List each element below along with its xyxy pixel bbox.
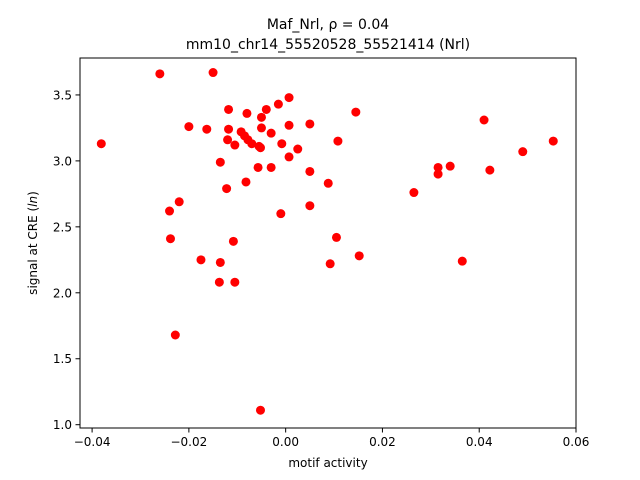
data-point-34 bbox=[333, 136, 343, 146]
data-point-21 bbox=[266, 128, 276, 138]
y-tick-label-1: 1.5 bbox=[53, 352, 72, 366]
data-point-58 bbox=[518, 147, 528, 157]
data-point-19 bbox=[256, 123, 266, 133]
data-point-13 bbox=[242, 108, 252, 118]
chart-title-line-1: Maf_Nrl, ρ = 0.04 bbox=[267, 17, 389, 33]
plot-area bbox=[79, 57, 577, 429]
y-axis-label-italic: ln bbox=[26, 196, 40, 207]
data-point-18 bbox=[256, 112, 266, 122]
y-axis-label-main: signal at CRE ( bbox=[26, 207, 40, 295]
data-point-26 bbox=[293, 144, 303, 154]
data-point-39 bbox=[174, 197, 184, 207]
data-point-56 bbox=[479, 115, 489, 125]
x-tick-label-4: 0.04 bbox=[466, 435, 493, 449]
data-point-49 bbox=[170, 330, 180, 340]
data-point-32 bbox=[305, 166, 315, 176]
x-axis-label: motif activity bbox=[288, 456, 367, 470]
data-point-59 bbox=[548, 136, 558, 146]
data-point-27 bbox=[284, 152, 294, 162]
data-point-44 bbox=[215, 257, 225, 267]
y-tick-label-3: 2.5 bbox=[53, 220, 72, 234]
data-point-42 bbox=[331, 232, 341, 242]
y-axis-label: signal at CRE (ln) bbox=[26, 191, 40, 295]
data-point-43 bbox=[196, 255, 206, 265]
data-point-23 bbox=[284, 93, 294, 103]
x-axis-ticks: −0.04 −0.02 0.00 0.02 0.04 0.06 bbox=[74, 428, 590, 449]
chart-title-line-2: mm10_chr14_55520528_55521414 (Nrl) bbox=[186, 37, 470, 53]
x-tick-label-3: 0.02 bbox=[369, 435, 396, 449]
data-point-20 bbox=[261, 104, 271, 114]
data-point-8 bbox=[215, 157, 225, 167]
data-point-2 bbox=[208, 68, 218, 78]
data-point-35 bbox=[351, 107, 361, 117]
data-point-9 bbox=[222, 184, 232, 194]
data-point-29 bbox=[266, 162, 276, 172]
y-tick-label-0: 1.0 bbox=[53, 418, 72, 432]
data-point-40 bbox=[165, 234, 175, 244]
data-point-1 bbox=[155, 69, 165, 79]
data-point-15 bbox=[247, 139, 257, 149]
data-point-47 bbox=[214, 277, 224, 287]
data-point-7 bbox=[223, 135, 233, 145]
data-point-6 bbox=[224, 124, 234, 134]
data-point-17 bbox=[255, 143, 265, 153]
data-point-54 bbox=[445, 161, 455, 171]
data-point-5 bbox=[224, 104, 234, 114]
data-point-4 bbox=[202, 124, 212, 134]
y-tick-label-5: 3.5 bbox=[53, 88, 72, 102]
data-point-3 bbox=[184, 122, 194, 132]
data-point-46 bbox=[354, 251, 364, 261]
data-point-25 bbox=[277, 139, 287, 149]
y-axis-label-end: ) bbox=[26, 191, 40, 196]
y-axis-ticks: 1.0 1.5 2.0 2.5 3.0 3.5 bbox=[53, 88, 80, 432]
data-points bbox=[96, 68, 558, 415]
data-point-51 bbox=[409, 188, 419, 198]
axes-frame bbox=[79, 57, 577, 429]
data-point-37 bbox=[305, 201, 315, 211]
y-tick-label-4: 3.0 bbox=[53, 154, 72, 168]
data-point-36 bbox=[276, 209, 286, 219]
data-point-41 bbox=[228, 236, 238, 246]
y-tick-label-2: 2.0 bbox=[53, 286, 72, 300]
data-point-28 bbox=[253, 162, 263, 172]
data-point-0 bbox=[96, 139, 106, 149]
x-tick-label-2: 0.00 bbox=[272, 435, 299, 449]
data-point-10 bbox=[230, 140, 240, 150]
data-point-22 bbox=[273, 99, 283, 109]
data-point-30 bbox=[241, 177, 251, 187]
data-point-24 bbox=[284, 120, 294, 130]
data-point-53 bbox=[433, 169, 443, 179]
data-point-48 bbox=[230, 277, 240, 287]
data-point-31 bbox=[305, 119, 315, 129]
data-point-52 bbox=[433, 162, 443, 172]
x-tick-label-0: −0.04 bbox=[74, 435, 111, 449]
data-point-57 bbox=[485, 165, 495, 175]
data-point-33 bbox=[323, 178, 333, 188]
data-point-38 bbox=[165, 206, 175, 216]
data-point-45 bbox=[325, 259, 335, 269]
x-tick-label-5: 0.06 bbox=[563, 435, 590, 449]
x-tick-label-1: −0.02 bbox=[170, 435, 207, 449]
data-point-55 bbox=[457, 256, 467, 266]
data-point-50 bbox=[255, 405, 265, 415]
